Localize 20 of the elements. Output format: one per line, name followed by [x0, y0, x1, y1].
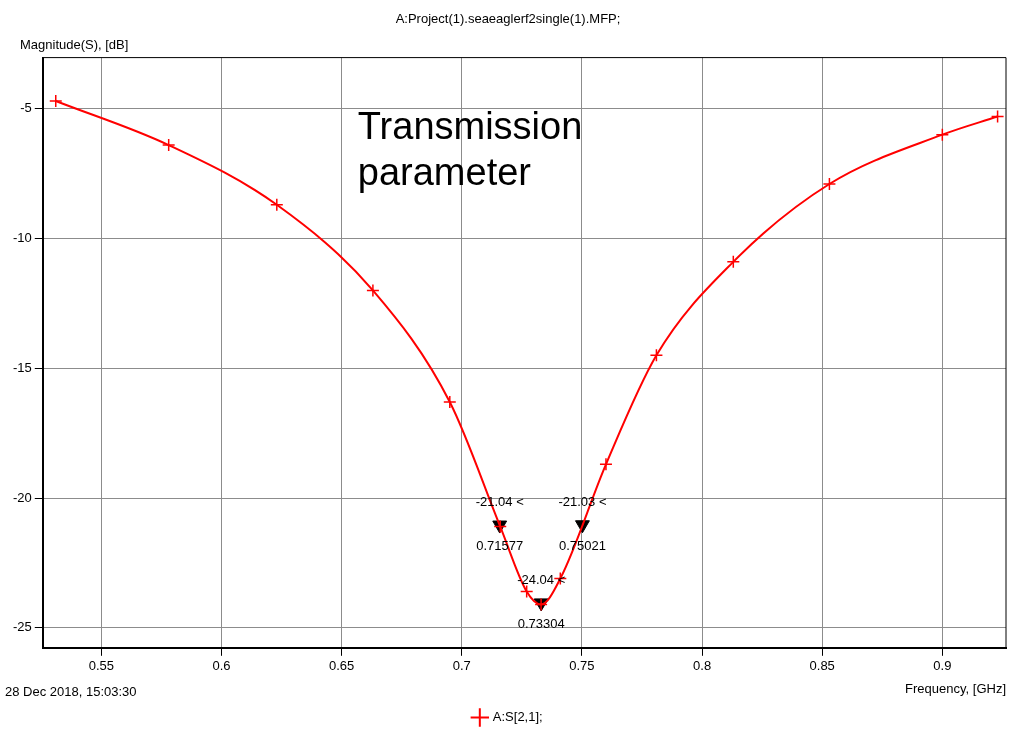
y-tick-label: -5: [20, 100, 32, 116]
annotation: 0.73304: [517, 615, 565, 631]
x-axis-title: Frequency, [GHz]: [905, 680, 1006, 696]
y-tick-label: -25: [12, 619, 32, 635]
x-tick-label: 0.7: [452, 658, 471, 674]
y-tick-label: -15: [12, 359, 32, 375]
x-tick-label: 0.8: [693, 658, 712, 674]
text: 28 Dec 2018, 15:03:30: [5, 683, 137, 699]
legend-label: A:S[2,1];: [492, 709, 543, 725]
x-tick-label: 0.85: [809, 658, 835, 674]
y-tick-label: -20: [12, 489, 32, 505]
y-tick-label: -10: [12, 230, 32, 246]
annotation: Transmission parameter: [357, 105, 583, 194]
x-tick-label: 0.65: [329, 658, 355, 674]
x-tick-label: 0.75: [569, 658, 595, 674]
x-tick-label: 0.6: [212, 658, 231, 674]
chart-title: A:Project(1).seaeaglerf2single(1).MFP;: [395, 11, 621, 27]
y-axis-title: Magnitude(S), [dB]: [20, 36, 129, 52]
x-tick-label: 0.55: [88, 658, 115, 674]
x-tick-label: 0.9: [933, 658, 952, 674]
